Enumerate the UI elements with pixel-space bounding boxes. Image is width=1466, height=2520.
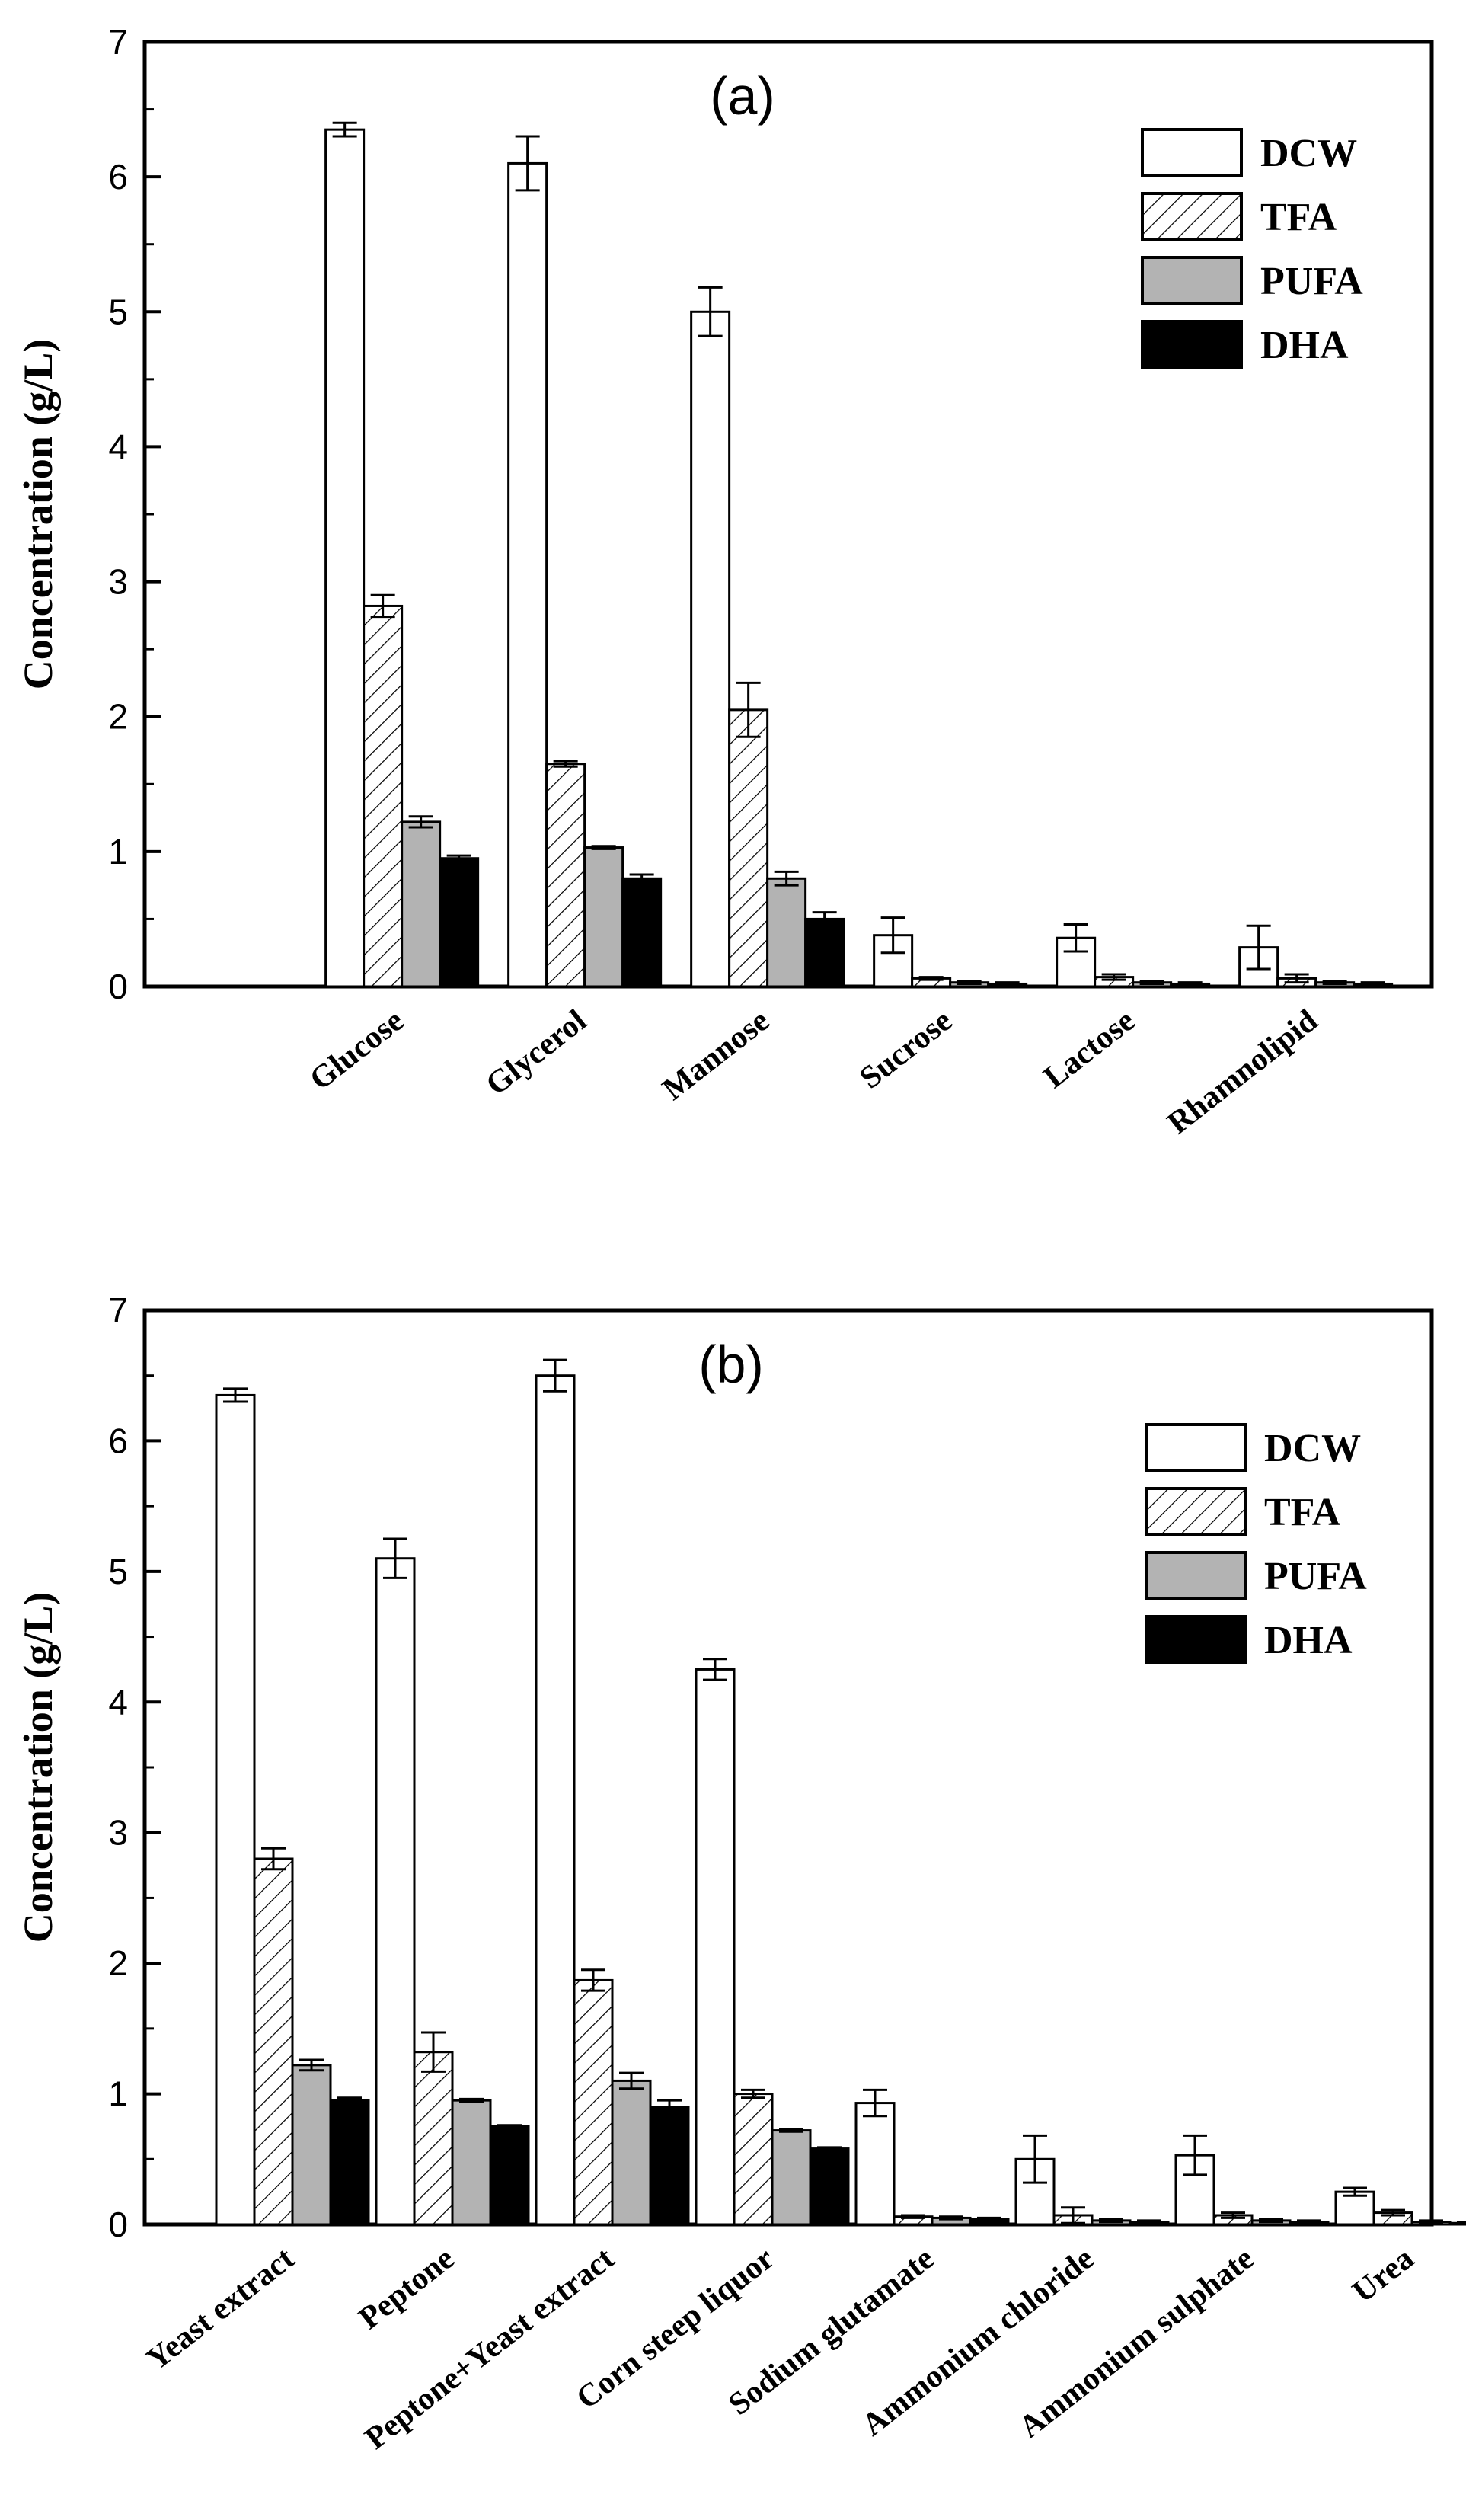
bar-tfa-corn-steep-liquor [733,2093,774,2226]
bar-pufa-glucose [401,820,442,988]
category-label-peptone: Peptone [353,2241,461,2336]
y-tick-label: 6 [108,157,128,197]
category-label-urea: Urea [1346,2241,1421,2310]
y-tick-label: 7 [108,1290,128,1330]
bar-tfa-peptone-yeast-extract [573,1978,614,2226]
chart-panel-a: 0 1 2 3 4 5 6 7 Concentration (g/L) (a) Glucose Gly… [15,22,1434,1141]
category-label-glucose: Glucose [303,1003,410,1098]
legend-swatch-dha [1141,320,1243,369]
panel-label: (b) [698,1335,764,1394]
legend-label-dha: DHA [1264,1619,1353,1662]
bar-pufa-corn-steep-liquor [771,2129,812,2226]
y-tick-label: 5 [108,1552,128,1591]
bar-dcw-urea [1334,2190,1375,2226]
bar-tfa-mannose [728,708,769,988]
legend-label-pufa: PUFA [1264,1555,1367,1598]
y-tick-label: 0 [108,967,128,1006]
y-tick-label: 3 [108,562,128,602]
legend-swatch-tfa [1145,1487,1247,1536]
bar-tfa-peptone [413,2051,454,2226]
chart-panel-b: 0 1 2 3 4 5 6 7 Concentration (g/L) (b) Yeast extr… [15,1290,1466,2457]
y-axis-title: Concentration (g/L) [15,339,61,689]
bar-tfa-glucose [363,604,404,988]
bar-tfa-glycerol [545,763,586,988]
bar-dha-mannose [804,917,845,988]
bar-dha-corn-steep-liquor [809,2147,850,2226]
legend-swatch-dcw [1145,1423,1247,1472]
y-axis-title: Concentration (g/L) [15,1592,61,1943]
y-tick-label: 6 [108,1421,128,1460]
y-tick-label: 2 [108,1943,128,1983]
category-label-mannose: Mannose [656,1003,776,1108]
legend-label-dha: DHA [1260,324,1349,367]
y-tick-label: 4 [108,427,128,466]
bar-dcw-sodium-glutamate [854,2102,896,2226]
category-label-rhamnolipid: Rhamnolipid [1161,1003,1324,1141]
legend-swatch-dcw [1141,128,1243,177]
legend-label-dcw: DCW [1264,1427,1361,1470]
y-tick-label: 5 [108,292,128,331]
category-label-glycerol: Glycerol [480,1003,593,1103]
bar-pufa-yeast-extract [291,2064,332,2226]
bar-dha-peptone-yeast-extract [649,2106,690,2226]
legend-swatch-pufa [1141,256,1243,305]
bar-dha-peptone [489,2125,530,2226]
legend-label-tfa: TFA [1260,196,1337,239]
y-tick-label: 0 [108,2205,128,2244]
bar-dcw-peptone [375,1557,416,2226]
bar-dcw-mannose [690,310,731,988]
legend-swatch-tfa [1141,192,1243,241]
bar-dcw-yeast-extract [215,1393,256,2226]
bar-dcw-glycerol [507,161,548,988]
y-tick-label: 2 [108,697,128,737]
legend-label-dcw: DCW [1260,132,1357,175]
legend-label-pufa: PUFA [1260,260,1363,303]
y-tick-label: 1 [108,2074,128,2114]
category-label-sucrose: Sucrose [854,1003,959,1096]
bar-dcw-glucose [324,128,366,988]
category-label-lactose: Lactose [1037,1003,1142,1095]
bar-pufa-peptone [451,2099,492,2226]
bar-dha-yeast-extract [329,2099,370,2226]
bar-pufa-mannose [766,877,807,988]
panel-label: (a) [710,66,775,126]
bar-dcw-corn-steep-liquor [695,1668,736,2226]
y-tick-label: 1 [108,832,128,871]
y-tick-label: 4 [108,1682,128,1722]
bar-pufa-peptone-yeast-extract [611,2079,652,2226]
bar-pufa-glycerol [583,846,624,988]
bar-dcw-peptone-yeast-extract [535,1374,576,2226]
legend-label-tfa: TFA [1264,1491,1341,1534]
y-tick-label: 3 [108,1813,128,1853]
legend-swatch-pufa [1145,1551,1247,1600]
category-label-yeast-extract: Yeast extract [140,2241,301,2378]
bar-tfa-yeast-extract [253,1857,294,2226]
bar-dha-glycerol [621,877,663,988]
bar-dha-glucose [439,857,480,988]
legend-swatch-dha [1145,1615,1247,1664]
y-tick-label: 7 [108,22,128,62]
